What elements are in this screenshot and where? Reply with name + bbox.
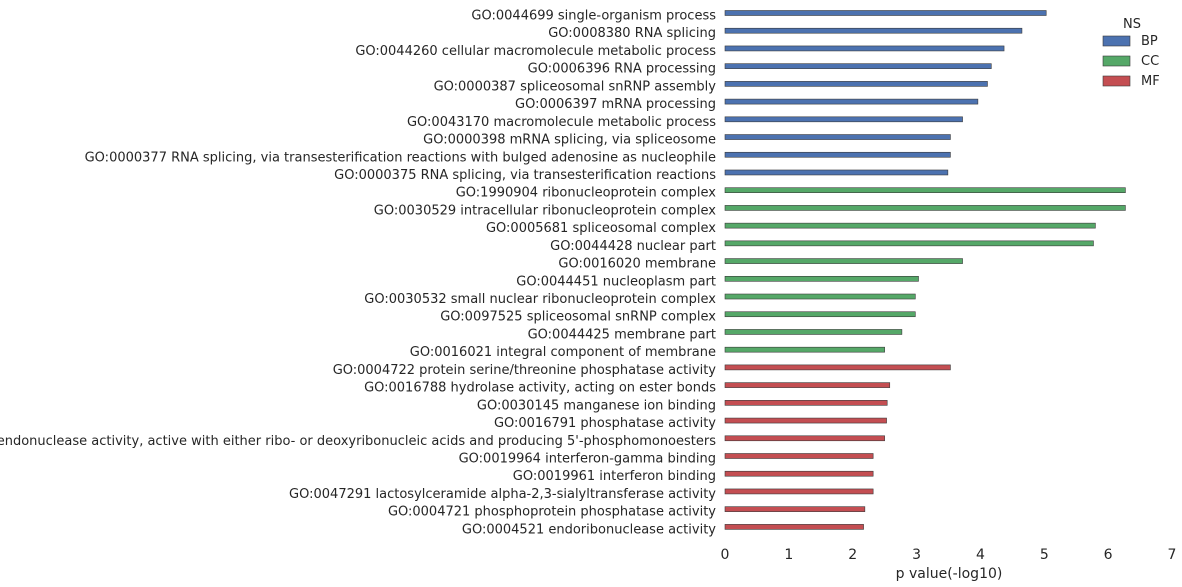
bar-cc (724, 240, 1094, 247)
bar-bp (724, 27, 1023, 34)
legend-label-cc: CC (1141, 54, 1159, 69)
bar-bp (724, 98, 979, 105)
x-tick-label: 3 (912, 547, 921, 563)
bar-cc (724, 275, 919, 282)
category-label: GO:0097525 spliceosomal snRNP complex (440, 310, 716, 325)
category-label: GO:0044425 membrane part (528, 327, 716, 342)
category-labels-group: GO:0044699 single-organism process GO:000… (0, 9, 716, 538)
x-tick-labels-group: 0 1 2 3 4 5 6 7 (721, 547, 1177, 563)
category-label: GO:0030529 intracellular ribonucleoprote… (374, 203, 717, 218)
category-label: GO:0005681 spliceosomal complex (486, 221, 716, 236)
category-label: GO:0004722 protein serine/threonine phos… (333, 363, 717, 378)
bar-bp (724, 116, 963, 123)
category-label: GO:0030145 manganese ion binding (477, 398, 716, 413)
legend-label-mf: MF (1141, 74, 1160, 89)
category-label: GO:0016021 integral component of membran… (410, 345, 716, 360)
x-axis-label: p value(-log10) (896, 566, 1003, 582)
x-tick-label: 7 (1168, 547, 1177, 563)
bar-cc (724, 346, 885, 353)
category-label: GO:0044451 nucleoplasm part (516, 274, 716, 289)
category-label: GO:0006396 RNA processing (528, 62, 716, 77)
bar-mf (724, 470, 874, 477)
category-label: GO:0008380 RNA splicing (548, 26, 716, 41)
x-tick-label: 0 (721, 547, 730, 563)
category-label: GO:0000387 spliceosomal snRNP assembly (434, 79, 717, 94)
category-label: GO:0000377 RNA splicing, via transesteri… (85, 150, 716, 165)
category-label: GO:0006397 mRNA processing (515, 97, 716, 112)
category-label: GO:0044428 nuclear part (550, 239, 716, 254)
x-tick-label: 6 (1104, 547, 1113, 563)
category-label: GO:0016020 membrane (558, 257, 716, 272)
bar-mf (724, 435, 885, 442)
category-label: GO:0019961 interferon binding (513, 469, 716, 484)
category-label: GO:0044260 cellular macromolecule metabo… (355, 44, 716, 59)
bar-bp (724, 45, 1005, 52)
category-label: GO:0000398 mRNA splicing, via spliceosom… (423, 133, 716, 148)
legend-label-bp: BP (1141, 34, 1158, 49)
bars-group (724, 10, 1126, 530)
bar-cc (724, 222, 1096, 229)
bar-bp (724, 151, 951, 158)
bar-bp (724, 10, 1047, 16)
category-label: GO:0004521 endoribonuclease activity (462, 522, 716, 537)
bar-mf (724, 400, 888, 406)
x-tick-label: 2 (848, 547, 857, 563)
bar-cc (724, 205, 1126, 211)
x-tick-label: 4 (976, 547, 985, 563)
bar-mf (724, 417, 887, 424)
category-label: GO:0047291 lactosylceramide alpha-2,3-si… (289, 487, 716, 502)
legend-swatch-bp (1102, 35, 1131, 47)
bar-cc (724, 329, 903, 335)
bar-mf (724, 364, 951, 371)
category-label: GO:0004721 phosphoprotein phosphatase ac… (388, 505, 716, 520)
category-label: GO:0044699 single-organism process (471, 9, 716, 24)
category-label: GO:0019964 interferon-gamma binding (459, 452, 716, 467)
x-tick-label: 5 (1040, 547, 1049, 563)
category-label: GO:0016791 phosphatase activity (494, 416, 716, 431)
category-label: GO:0030532 small nuclear ribonucleoprote… (364, 292, 716, 307)
bar-cc (724, 258, 963, 264)
bar-bp (724, 81, 988, 87)
category-label: GO:0000375 RNA splicing, via transesteri… (334, 168, 716, 183)
bar-mf (724, 524, 864, 530)
bar-mf (724, 382, 891, 388)
bar-mf (724, 453, 874, 459)
bar-mf (724, 506, 866, 512)
legend-swatch-cc (1102, 55, 1131, 67)
bar-bp (724, 134, 951, 140)
category-label: GO:1990904 ribonucleoprotein complex (456, 186, 717, 201)
category-label: GO:0043170 macromolecule metabolic proce… (407, 115, 716, 130)
bar-bp (724, 63, 992, 69)
x-tick-label: 1 (784, 547, 793, 563)
legend-swatch-mf (1102, 75, 1131, 87)
legend-title: NS (1123, 17, 1141, 32)
bar-cc (724, 311, 916, 318)
bar-mf (724, 488, 874, 495)
legend: NS BP CC MF (1102, 17, 1160, 89)
category-label: GO:0016788 hydrolase activity, acting on… (364, 381, 716, 396)
bar-bp (724, 169, 949, 176)
bar-cc (724, 187, 1126, 193)
category-label: GO:0016893 endonuclease activity, active… (0, 434, 716, 449)
bar-cc (724, 293, 916, 300)
